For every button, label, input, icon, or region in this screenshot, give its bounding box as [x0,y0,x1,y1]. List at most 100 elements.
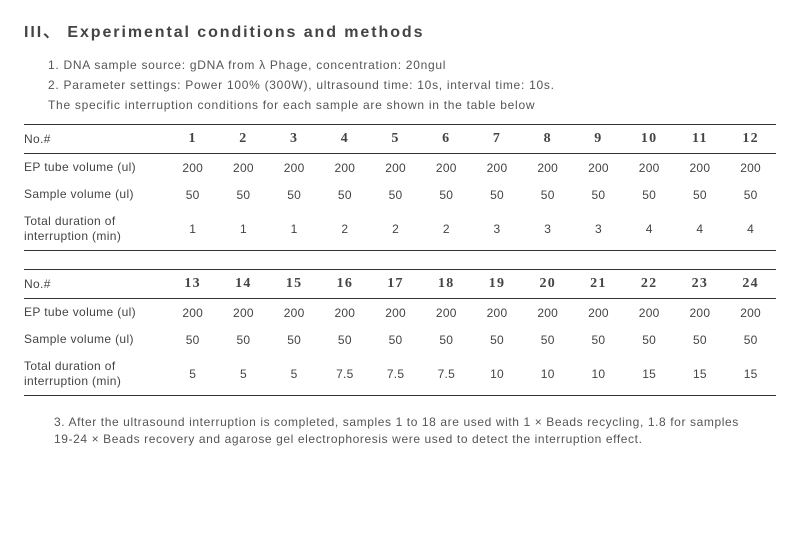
header-row: No.# 1 2 3 4 5 6 7 8 9 10 11 12 [24,125,776,154]
dur-label-2: Total duration of interruption (min) [24,353,167,396]
intro-block: 1. DNA sample source: gDNA from λ Phage,… [48,56,776,114]
sv-18: 50 [421,326,472,353]
ep-14: 200 [218,299,269,327]
dur-13: 5 [167,353,218,396]
col-9: 9 [573,125,624,154]
dur-2: 1 [218,208,269,251]
dur-label: Total duration of interruption (min) [24,208,167,251]
sv-10: 50 [624,181,675,208]
ep-10: 200 [624,154,675,182]
ep-9: 200 [573,154,624,182]
dur-16: 7.5 [319,353,370,396]
ep-4: 200 [319,154,370,182]
dur-8: 3 [522,208,573,251]
sv-5: 50 [370,181,421,208]
ep-24: 200 [725,299,776,327]
ep-17: 200 [370,299,421,327]
col-10: 10 [624,125,675,154]
col-5: 5 [370,125,421,154]
col-7: 7 [472,125,523,154]
col-17: 17 [370,270,421,299]
sv-9: 50 [573,181,624,208]
ep-1: 200 [167,154,218,182]
col-22: 22 [624,270,675,299]
col-15: 15 [269,270,320,299]
col-12: 12 [725,125,776,154]
sv-4: 50 [319,181,370,208]
col-16: 16 [319,270,370,299]
ep-2: 200 [218,154,269,182]
dur-21: 10 [573,353,624,396]
dur-12: 4 [725,208,776,251]
col-19: 19 [472,270,523,299]
sv-24: 50 [725,326,776,353]
dur-row-2: Total duration of interruption (min) 5 5… [24,353,776,396]
dur-9: 3 [573,208,624,251]
sv-row: Sample volume (ul) 50 50 50 50 50 50 50 … [24,181,776,208]
dur-row: Total duration of interruption (min) 1 1… [24,208,776,251]
sv-23: 50 [675,326,726,353]
sv-22: 50 [624,326,675,353]
ep-11: 200 [675,154,726,182]
col-14: 14 [218,270,269,299]
ep-3: 200 [269,154,320,182]
ep-22: 200 [624,299,675,327]
sv-12: 50 [725,181,776,208]
dur-1: 1 [167,208,218,251]
dur-15: 5 [269,353,320,396]
dur-11: 4 [675,208,726,251]
footnote: 3. After the ultrasound interruption is … [54,414,752,449]
dur-20: 10 [522,353,573,396]
sv-15: 50 [269,326,320,353]
ep-18: 200 [421,299,472,327]
col-18: 18 [421,270,472,299]
sv-17: 50 [370,326,421,353]
ep-15: 200 [269,299,320,327]
sv-16: 50 [319,326,370,353]
dur-10: 4 [624,208,675,251]
conditions-table-2: No.# 13 14 15 16 17 18 19 20 21 22 23 24… [24,269,776,396]
col-13: 13 [167,270,218,299]
ep-7: 200 [472,154,523,182]
intro-line-1: 1. DNA sample source: gDNA from λ Phage,… [48,56,776,74]
dur-6: 2 [421,208,472,251]
col-21: 21 [573,270,624,299]
sv-3: 50 [269,181,320,208]
dur-3: 1 [269,208,320,251]
ep-label-2: EP tube volume (ul) [24,299,167,327]
ep-23: 200 [675,299,726,327]
sv-21: 50 [573,326,624,353]
ep-20: 200 [522,299,573,327]
ep-label: EP tube volume (ul) [24,154,167,182]
ep-21: 200 [573,299,624,327]
sv-8: 50 [522,181,573,208]
ep-row: EP tube volume (ul) 200 200 200 200 200 … [24,154,776,182]
sv-13: 50 [167,326,218,353]
col-no-label: No.# [24,125,167,154]
sv-20: 50 [522,326,573,353]
col-4: 4 [319,125,370,154]
sv-label: Sample volume (ul) [24,181,167,208]
conditions-table-1: No.# 1 2 3 4 5 6 7 8 9 10 11 12 EP tube … [24,124,776,251]
col-23: 23 [675,270,726,299]
sv-1: 50 [167,181,218,208]
sv-14: 50 [218,326,269,353]
dur-24: 15 [725,353,776,396]
dur-14: 5 [218,353,269,396]
dur-23: 15 [675,353,726,396]
sv-7: 50 [472,181,523,208]
ep-16: 200 [319,299,370,327]
col-no-label-2: No.# [24,270,167,299]
sv-6: 50 [421,181,472,208]
col-24: 24 [725,270,776,299]
sv-19: 50 [472,326,523,353]
ep-5: 200 [370,154,421,182]
col-3: 3 [269,125,320,154]
dur-19: 10 [472,353,523,396]
col-20: 20 [522,270,573,299]
ep-8: 200 [522,154,573,182]
intro-line-2: 2. Parameter settings: Power 100% (300W)… [48,76,776,94]
dur-22: 15 [624,353,675,396]
sv-label-2: Sample volume (ul) [24,326,167,353]
col-2: 2 [218,125,269,154]
